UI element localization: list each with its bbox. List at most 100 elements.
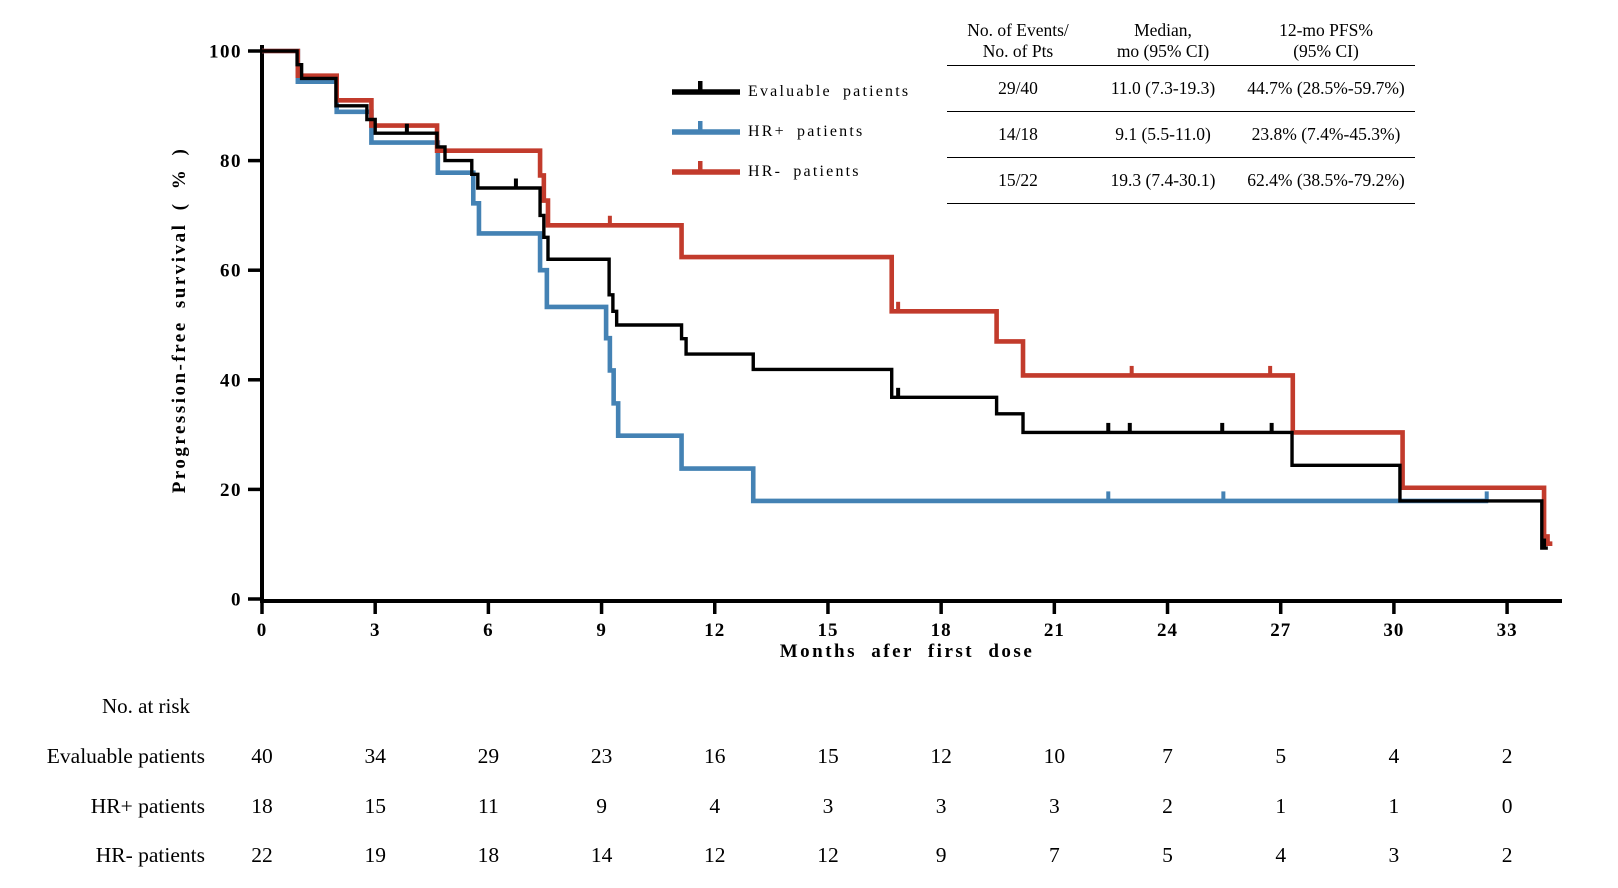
x-tick-label: 24 bbox=[1157, 620, 1178, 641]
legend-label-hr-minus: HR- patients bbox=[748, 163, 861, 180]
at-risk-row-label-evaluable: Evaluable patients bbox=[46, 744, 205, 768]
at-risk-count: 3 bbox=[935, 794, 947, 818]
stats-cell: 23.8% (7.4%-45.3%) bbox=[1251, 124, 1401, 144]
at-risk-count: 18 bbox=[251, 794, 273, 818]
x-tick-label: 30 bbox=[1383, 620, 1404, 641]
x-tick-label: 3 bbox=[370, 620, 381, 641]
x-tick-label: 6 bbox=[483, 620, 494, 641]
legend-label-evaluable: Evaluable patients bbox=[748, 83, 911, 100]
x-tick-label: 21 bbox=[1044, 620, 1065, 641]
stats-cell: 9.1 (5.5-11.0) bbox=[1115, 124, 1211, 144]
stats-col-header-median-line2: mo (95% CI) bbox=[1116, 41, 1210, 61]
stats-col-header-median-line1: Median, bbox=[1134, 20, 1192, 40]
at-risk-count: 22 bbox=[251, 843, 273, 867]
censor-tick-hr-minus bbox=[1129, 365, 1134, 376]
at-risk-count: 0 bbox=[1501, 794, 1513, 818]
stats-row-hr-minus: 15/22 19.3 (7.4-30.1) 62.4% (38.5%-79.2%… bbox=[947, 157, 1415, 203]
at-risk-row-label-hr-plus: HR+ patients bbox=[90, 794, 205, 818]
censor-tick-evaluable bbox=[1106, 422, 1111, 433]
at-risk-count: 16 bbox=[704, 744, 726, 768]
at-risk-count: 12 bbox=[930, 744, 952, 768]
at-risk-count: 34 bbox=[364, 744, 386, 768]
at-risk-count: 12 bbox=[704, 843, 726, 867]
at-risk-count: 3 bbox=[1388, 843, 1400, 867]
stats-cell: 14/18 bbox=[998, 124, 1038, 144]
censor-tick-hr-minus bbox=[1545, 534, 1550, 544]
censor-tick-evaluable bbox=[513, 178, 518, 188]
at-risk-count: 15 bbox=[817, 744, 839, 768]
stats-col-header-events: No. of Events/ No. of Pts bbox=[947, 20, 1089, 62]
at-risk-count: 23 bbox=[590, 744, 613, 768]
x-tick-label: 12 bbox=[704, 620, 725, 641]
stats-table: No. of Events/ No. of Pts Median, mo (95… bbox=[947, 20, 1415, 204]
stats-col-header-pfs-line2: (95% CI) bbox=[1293, 41, 1359, 61]
x-tick-label: 0 bbox=[257, 620, 268, 641]
y-tick-label: 100 bbox=[209, 42, 242, 63]
at-risk-count: 14 bbox=[590, 843, 613, 867]
y-axis-title: Progression-free survival ( % ) bbox=[169, 146, 190, 494]
x-tick-label: 18 bbox=[931, 620, 952, 641]
censor-tick-hr-plus bbox=[1484, 491, 1489, 501]
at-risk-count: 5 bbox=[1162, 843, 1173, 867]
at-risk-count: 40 bbox=[251, 744, 273, 768]
at-risk-count: 19 bbox=[364, 843, 386, 867]
at-risk-count: 1 bbox=[1275, 794, 1287, 818]
stats-col-header-events-line2: No. of Pts bbox=[982, 41, 1054, 61]
stats-table-header: No. of Events/ No. of Pts Median, mo (95… bbox=[947, 20, 1415, 65]
at-risk-count: 11 bbox=[478, 794, 499, 818]
at-risk-count: 2 bbox=[1501, 843, 1513, 867]
stats-col-header-events-line1: No. of Events/ bbox=[967, 20, 1069, 40]
legend-censor-tick-evaluable bbox=[698, 81, 703, 92]
legend-censor-tick-hr-minus bbox=[698, 161, 703, 172]
stats-cell: 44.7% (28.5%-59.7%) bbox=[1247, 78, 1405, 98]
censor-tick-evaluable bbox=[896, 387, 901, 398]
stats-table-bottom-rule bbox=[947, 203, 1415, 204]
km-curve-hr-minus bbox=[262, 48, 1553, 546]
at-risk-count: 1 bbox=[1388, 794, 1400, 818]
stats-row-evaluable: 29/40 11.0 (7.3-19.3) 44.7% (28.5%-59.7%… bbox=[947, 65, 1415, 111]
km-chart: 0 20 40 60 80 100 0 3 6 9 12 15 18 21 24 27 30 33 bbox=[209, 42, 1562, 641]
censor-tick-evaluable bbox=[404, 123, 409, 134]
censor-tick-hr-minus bbox=[896, 301, 901, 312]
censor-tick-evaluable bbox=[1220, 422, 1225, 433]
at-risk-count: 2 bbox=[1501, 744, 1513, 768]
at-risk-count: 4 bbox=[1388, 744, 1400, 768]
at-risk-count: 29 bbox=[477, 744, 500, 768]
at-risk-title: No. at risk bbox=[101, 694, 191, 718]
stats-col-header-pfs-line1: 12-mo PFS% bbox=[1279, 20, 1373, 40]
y-tick-label: 60 bbox=[220, 261, 242, 282]
legend-censor-tick-hr-plus bbox=[698, 121, 703, 132]
stats-cell: 62.4% (38.5%-79.2%) bbox=[1247, 170, 1405, 190]
censor-tick-hr-plus bbox=[1106, 491, 1111, 501]
at-risk-count: 15 bbox=[364, 794, 386, 818]
censor-tick-hr-minus bbox=[607, 215, 612, 226]
legend-label-hr-plus: HR+ patients bbox=[748, 123, 865, 140]
at-risk-count: 9 bbox=[935, 843, 947, 867]
at-risk-count: 4 bbox=[1275, 843, 1287, 867]
y-tick-label: 80 bbox=[220, 151, 242, 172]
at-risk-count: 2 bbox=[1162, 794, 1173, 818]
x-tick-label: 27 bbox=[1270, 620, 1291, 641]
km-curve-evaluable bbox=[262, 49, 1548, 550]
censor-tick-evaluable bbox=[1269, 422, 1274, 433]
at-risk-count: 10 bbox=[1043, 744, 1066, 768]
censor-tick-evaluable bbox=[1542, 538, 1547, 549]
at-risk-count: 3 bbox=[822, 794, 834, 818]
at-risk-row-label-hr-minus: HR- patients bbox=[95, 843, 205, 867]
y-tick-label: 20 bbox=[220, 480, 242, 501]
x-tick-label: 33 bbox=[1497, 620, 1518, 641]
stats-col-header-pfs: 12-mo PFS% (95% CI) bbox=[1237, 20, 1415, 62]
x-axis-title: Months afer first dose bbox=[779, 641, 1035, 662]
at-risk-count: 3 bbox=[1048, 794, 1060, 818]
stats-row-hr-plus: 14/18 9.1 (5.5-11.0) 23.8% (7.4%-45.3%) bbox=[947, 111, 1415, 157]
stats-col-header-median: Median, mo (95% CI) bbox=[1089, 20, 1237, 62]
censor-tick-hr-plus bbox=[1221, 491, 1226, 501]
stats-cell: 15/22 bbox=[998, 170, 1038, 190]
at-risk-count: 4 bbox=[709, 794, 721, 818]
y-tick-label: 0 bbox=[231, 590, 242, 611]
x-tick-label: 9 bbox=[596, 620, 607, 641]
censor-tick-hr-minus bbox=[1268, 365, 1273, 376]
at-risk-count: 7 bbox=[1162, 744, 1173, 768]
at-risk-count: 12 bbox=[817, 843, 839, 867]
